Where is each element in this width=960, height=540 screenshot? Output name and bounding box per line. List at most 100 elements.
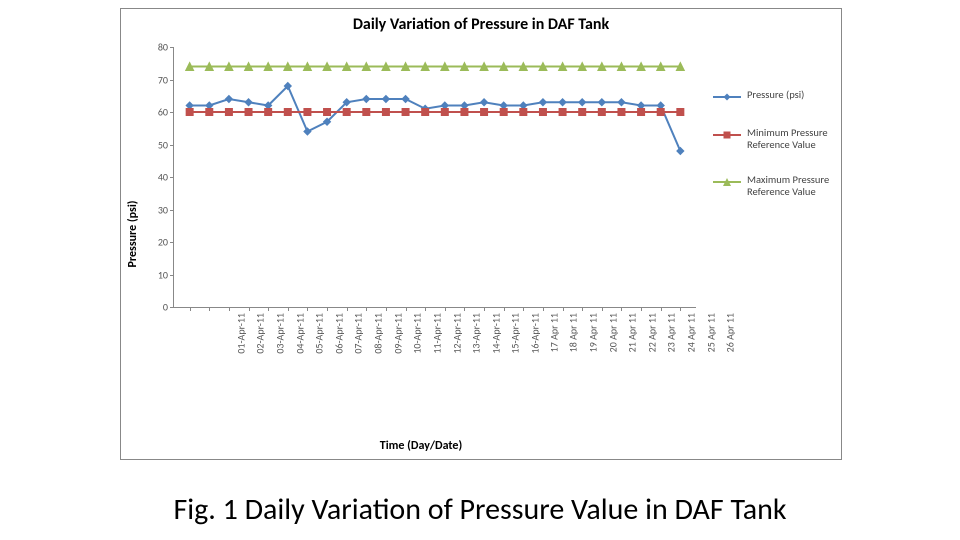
series-marker <box>598 99 605 106</box>
x-tick <box>425 307 426 311</box>
series-marker <box>677 109 684 116</box>
x-tick <box>680 307 681 311</box>
series-marker <box>559 99 566 106</box>
x-tick <box>327 307 328 311</box>
x-tick <box>523 307 524 311</box>
x-tick <box>366 307 367 311</box>
x-tick-label: 21 Apr 11 <box>626 313 639 352</box>
series-marker <box>363 96 370 103</box>
y-tick <box>170 145 174 146</box>
series-marker <box>245 99 252 106</box>
x-tick-label: 26 Apr 11 <box>724 313 737 352</box>
x-tick-label: 05-Apr-11 <box>313 313 326 354</box>
y-tick <box>170 177 174 178</box>
y-tick <box>170 112 174 113</box>
x-tick <box>190 307 191 311</box>
x-tick-label: 09-Apr-11 <box>391 313 404 354</box>
x-tick <box>445 307 446 311</box>
x-tick-label: 03-Apr-11 <box>274 313 287 354</box>
series-marker <box>520 109 527 116</box>
x-tick-label: 01-Apr-11 <box>234 313 247 354</box>
y-tick <box>170 307 174 308</box>
x-tick <box>288 307 289 311</box>
series-marker <box>402 96 409 103</box>
series-marker <box>206 102 213 109</box>
y-axis-title: Pressure (psi) <box>126 200 140 267</box>
series-marker <box>225 96 232 103</box>
series-marker <box>618 109 625 116</box>
x-tick-label: 06-Apr-11 <box>332 313 345 354</box>
x-tick-label: 13-Apr-11 <box>470 313 483 354</box>
series-marker <box>402 109 409 116</box>
y-tick <box>170 47 174 48</box>
series-marker <box>441 109 448 116</box>
legend-item: Minimum Pressure Reference Value <box>713 127 835 150</box>
series-marker <box>284 109 291 116</box>
series-marker <box>186 102 193 109</box>
x-tick <box>268 307 269 311</box>
x-tick-label: 16-Apr-11 <box>529 313 542 354</box>
series-marker <box>245 109 252 116</box>
chart-title: Daily Variation of Pressure in DAF Tank <box>121 15 841 34</box>
x-tick <box>249 307 250 311</box>
series-marker <box>304 128 311 135</box>
x-tick-label: 08-Apr-11 <box>372 313 385 354</box>
series-marker <box>343 109 350 116</box>
x-tick-label: 04-Apr-11 <box>293 313 306 354</box>
legend-swatch <box>713 176 741 188</box>
legend-swatch <box>713 129 741 141</box>
y-tick <box>170 80 174 81</box>
series-marker <box>461 109 468 116</box>
legend: Pressure (psi) Minimum Pressure Reference… <box>713 89 835 221</box>
series-marker <box>206 109 213 116</box>
x-tick-label: 12-Apr-11 <box>450 313 463 354</box>
series-marker <box>579 99 586 106</box>
x-tick <box>563 307 564 311</box>
series-marker <box>265 109 272 116</box>
series-marker <box>638 109 645 116</box>
x-tick <box>621 307 622 311</box>
x-tick-label: 11-Apr-11 <box>431 313 444 354</box>
x-tick <box>641 307 642 311</box>
series-marker <box>441 102 448 109</box>
series-marker <box>481 109 488 116</box>
x-tick <box>209 307 210 311</box>
series-marker <box>618 99 625 106</box>
series-marker <box>598 109 605 116</box>
series-marker <box>500 102 507 109</box>
x-tick-label: 17 Apr 11 <box>547 313 560 352</box>
series-line <box>190 86 681 151</box>
legend-label: Maximum Pressure Reference Value <box>747 174 835 197</box>
x-tick-label: 02-Apr-11 <box>254 313 267 354</box>
series-marker <box>657 109 664 116</box>
x-tick-label: 18 Apr 11 <box>567 313 580 352</box>
legend-swatch <box>713 91 741 103</box>
series-marker <box>579 109 586 116</box>
x-tick <box>347 307 348 311</box>
x-tick <box>406 307 407 311</box>
series-marker <box>638 102 645 109</box>
x-tick-label: 23 Apr 11 <box>665 313 678 352</box>
series-marker <box>481 99 488 106</box>
legend-label: Minimum Pressure Reference Value <box>747 127 835 150</box>
series-marker <box>677 148 684 155</box>
legend-label: Pressure (psi) <box>747 89 835 101</box>
series-marker <box>539 99 546 106</box>
x-tick-label: 19 Apr 11 <box>586 313 599 352</box>
series-marker <box>363 109 370 116</box>
series-marker <box>422 109 429 116</box>
series-marker <box>186 109 193 116</box>
figure-wrap: Daily Variation of Pressure in DAF Tank … <box>0 0 960 540</box>
x-tick <box>602 307 603 311</box>
x-tick-label: 22 Apr 11 <box>645 313 658 352</box>
x-tick-label: 15-Apr-11 <box>509 313 522 354</box>
x-tick <box>543 307 544 311</box>
chart-frame: Daily Variation of Pressure in DAF Tank … <box>120 8 842 460</box>
x-tick <box>386 307 387 311</box>
y-tick <box>170 242 174 243</box>
series-marker <box>324 109 331 116</box>
plot-svg <box>174 47 696 307</box>
series-marker <box>382 109 389 116</box>
x-tick <box>504 307 505 311</box>
x-tick <box>307 307 308 311</box>
